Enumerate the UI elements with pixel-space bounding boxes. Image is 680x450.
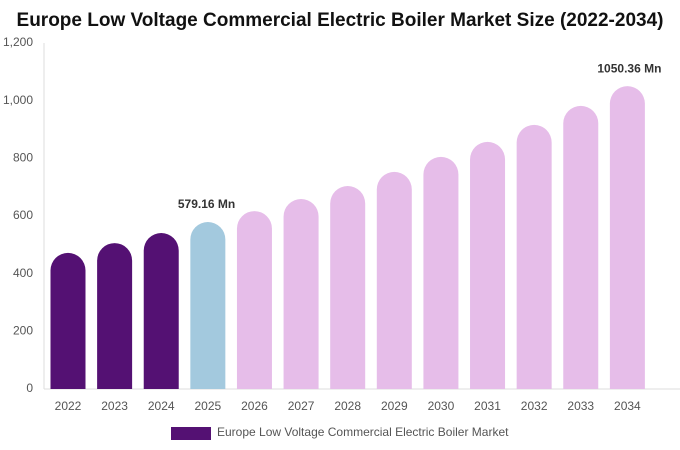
legend-label: Europe Low Voltage Commercial Electric B…	[217, 425, 509, 439]
x-tick-label: 2028	[334, 399, 361, 413]
bar	[563, 105, 599, 390]
chart-title: Europe Low Voltage Commercial Electric B…	[17, 10, 664, 31]
y-tick-label: 400	[13, 266, 33, 280]
x-tick-label: 2027	[288, 399, 315, 413]
x-tick-label: 2024	[148, 399, 175, 413]
value-label: 1050.36 Mn	[597, 61, 661, 75]
x-tick-label: 2029	[381, 399, 408, 413]
x-tick-label: 2025	[194, 399, 221, 413]
x-tick-label: 2034	[614, 399, 641, 413]
x-tick-label: 2023	[101, 399, 128, 413]
bar	[236, 211, 272, 389]
bar	[283, 198, 319, 389]
bar	[423, 156, 459, 389]
bar	[470, 141, 506, 389]
x-tick-label: 2031	[474, 399, 501, 413]
y-tick-label: 1,200	[3, 35, 33, 49]
bar	[190, 222, 226, 389]
x-tick-label: 2030	[428, 399, 455, 413]
y-tick-label: 200	[13, 324, 33, 338]
bar	[516, 124, 552, 390]
bar	[97, 243, 133, 389]
bar	[330, 186, 366, 389]
y-tick-label: 600	[13, 208, 33, 222]
y-tick-label: 800	[13, 151, 33, 165]
x-tick-label: 2026	[241, 399, 268, 413]
value-label: 579.16 Mn	[178, 197, 235, 211]
bar	[376, 171, 412, 389]
y-tick-label: 0	[26, 381, 33, 395]
x-tick-label: 2033	[567, 399, 594, 413]
y-tick-label: 1,000	[3, 93, 33, 107]
x-tick-label: 2032	[521, 399, 548, 413]
x-tick-label: 2022	[55, 399, 82, 413]
bar	[50, 252, 86, 389]
legend-swatch	[171, 427, 211, 440]
bar	[609, 86, 645, 389]
bar	[143, 233, 179, 389]
